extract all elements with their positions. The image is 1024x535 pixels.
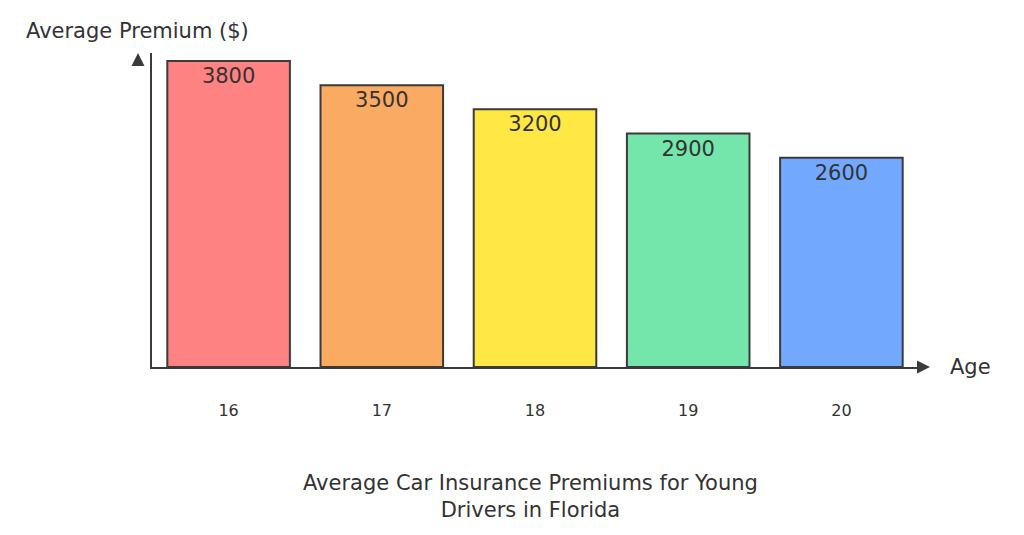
svg-text:19: 19	[678, 401, 698, 420]
svg-text:3200: 3200	[508, 112, 561, 136]
svg-text:3800: 3800	[202, 64, 255, 88]
svg-text:Average Car Insurance Premiums: Average Car Insurance Premiums for Young…	[303, 471, 758, 522]
svg-text:Age: Age	[950, 355, 991, 379]
svg-text:Average Premium ($): Average Premium ($)	[26, 19, 249, 43]
svg-text:17: 17	[372, 401, 392, 420]
svg-text:16: 16	[218, 401, 238, 420]
svg-text:18: 18	[525, 401, 545, 420]
svg-text:20: 20	[831, 401, 851, 420]
svg-text:2600: 2600	[815, 161, 868, 185]
svg-text:2900: 2900	[661, 137, 714, 161]
svg-text:3500: 3500	[355, 88, 408, 112]
